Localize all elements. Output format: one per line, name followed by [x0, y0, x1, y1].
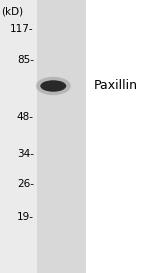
- Text: Paxillin: Paxillin: [94, 79, 138, 93]
- Text: 34-: 34-: [17, 149, 34, 159]
- Text: 85-: 85-: [17, 55, 34, 65]
- Ellipse shape: [36, 77, 71, 95]
- Text: (kD): (kD): [1, 7, 24, 16]
- Bar: [0, 0, 86, 273]
- Bar: [37, 0, 86, 273]
- Text: 19-: 19-: [17, 212, 34, 222]
- Ellipse shape: [40, 80, 66, 92]
- Bar: [86, 0, 144, 273]
- Text: 26-: 26-: [17, 179, 34, 189]
- Text: 48-: 48-: [17, 112, 34, 122]
- Text: 117-: 117-: [10, 24, 34, 34]
